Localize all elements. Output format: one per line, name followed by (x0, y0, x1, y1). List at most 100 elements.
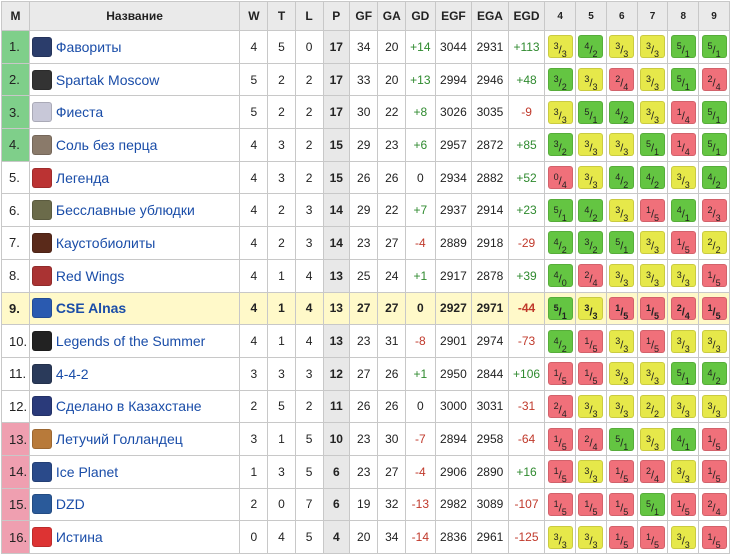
round-result-badge[interactable]: 3/3 (640, 362, 665, 386)
team-cell[interactable]: Летучий Голландец (28, 422, 241, 456)
round-result-badge[interactable]: 4/2 (640, 166, 665, 190)
round-result-badge[interactable]: 3/3 (640, 100, 665, 125)
round-result-badge[interactable]: 3/3 (609, 329, 635, 353)
team-link[interactable]: Летучий Голландец (55, 431, 183, 448)
team-cell[interactable]: 4-4-2 (28, 356, 241, 391)
team-cell[interactable]: Ice Planet (28, 454, 241, 489)
team-cell[interactable]: Фавориты (28, 30, 241, 64)
round-result-badge[interactable]: 2/3 (701, 198, 727, 223)
round-result-badge[interactable]: 1/5 (609, 525, 635, 550)
team-link[interactable]: Истина (55, 529, 103, 546)
round-result-badge[interactable]: 3/3 (640, 427, 665, 451)
round-result-badge[interactable]: 1/5 (547, 427, 573, 451)
round-result-badge[interactable]: 3/2 (547, 133, 573, 157)
round-result-badge[interactable]: 2/2 (701, 231, 727, 255)
team-link[interactable]: Legends of the Summer (55, 333, 206, 350)
round-result-badge[interactable]: 4/2 (547, 329, 573, 353)
round-result-badge[interactable]: 3/3 (609, 198, 635, 223)
round-result-badge[interactable]: 1/5 (547, 460, 573, 484)
round-result-badge[interactable]: 2/4 (640, 460, 665, 484)
round-result-badge[interactable]: 5/1 (701, 35, 727, 59)
round-result-badge[interactable]: 3/3 (670, 166, 696, 190)
round-result-badge[interactable]: 2/4 (578, 264, 604, 288)
round-result-badge[interactable]: 1/5 (701, 264, 727, 288)
round-result-badge[interactable]: 5/1 (547, 296, 573, 321)
round-result-badge[interactable]: 2/4 (609, 68, 635, 92)
round-result-badge[interactable]: 3/3 (640, 231, 665, 255)
round-result-badge[interactable]: 4/2 (609, 166, 635, 190)
col-goals-against[interactable]: GA (377, 1, 407, 31)
round-result-badge[interactable]: 1/5 (701, 525, 727, 550)
round-result-badge[interactable]: 4/2 (578, 198, 604, 223)
team-link[interactable]: 4-4-2 (55, 365, 89, 382)
team-cell[interactable]: Фиеста (28, 95, 241, 130)
col-egf[interactable]: EGF (434, 1, 473, 31)
round-result-badge[interactable]: 5/1 (547, 198, 573, 223)
round-result-badge[interactable]: 1/5 (609, 460, 635, 484)
team-link[interactable]: Red Wings (55, 267, 125, 284)
round-result-badge[interactable]: 3/3 (578, 133, 604, 157)
team-link[interactable]: Каустобиолиты (55, 234, 156, 251)
round-result-badge[interactable]: 1/5 (640, 296, 665, 321)
round-result-badge[interactable]: 3/2 (547, 68, 573, 92)
round-result-badge[interactable]: 3/3 (609, 35, 635, 59)
col-team-name[interactable]: Название (28, 1, 241, 31)
col-position[interactable]: M (1, 1, 30, 31)
round-result-badge[interactable]: 3/3 (670, 460, 696, 484)
round-result-badge[interactable]: 3/3 (578, 68, 604, 92)
round-result-badge[interactable]: 5/1 (578, 100, 604, 125)
round-result-badge[interactable]: 1/5 (670, 492, 696, 517)
round-result-badge[interactable]: 3/3 (578, 394, 604, 419)
round-result-badge[interactable]: 3/3 (578, 525, 604, 550)
round-result-badge[interactable]: 0/4 (547, 166, 573, 190)
team-cell[interactable]: Сделано в Казахстане (28, 389, 241, 424)
col-goal-diff[interactable]: GD (405, 1, 436, 31)
round-result-badge[interactable]: 3/3 (701, 394, 727, 419)
round-result-badge[interactable]: 3/3 (578, 166, 604, 190)
team-cell[interactable]: Red Wings (28, 258, 241, 293)
round-result-badge[interactable]: 1/5 (670, 231, 696, 255)
team-cell[interactable]: Legends of the Summer (28, 324, 241, 358)
round-result-badge[interactable]: 4/2 (701, 166, 727, 190)
team-link[interactable]: DZD (55, 496, 85, 513)
team-link[interactable]: Сделано в Казахстане (55, 398, 202, 415)
team-link[interactable]: Spartak Moscow (55, 71, 160, 88)
round-result-badge[interactable]: 3/3 (609, 133, 635, 157)
round-result-badge[interactable]: 3/3 (670, 264, 696, 288)
round-result-badge[interactable]: 4/0 (547, 264, 573, 288)
round-result-badge[interactable]: 1/5 (640, 198, 665, 223)
round-result-badge[interactable]: 5/1 (670, 35, 696, 59)
col-losses[interactable]: L (294, 1, 324, 31)
round-result-badge[interactable]: 1/5 (640, 525, 665, 550)
team-cell[interactable]: Легенда (28, 160, 241, 195)
round-result-badge[interactable]: 3/3 (670, 329, 696, 353)
round-result-badge[interactable]: 5/1 (670, 68, 696, 92)
team-cell[interactable]: Spartak Moscow (28, 62, 241, 97)
round-result-badge[interactable]: 3/3 (609, 264, 635, 288)
round-result-badge[interactable]: 4/1 (670, 198, 696, 223)
round-result-badge[interactable]: 1/5 (609, 492, 635, 517)
round-result-badge[interactable]: 2/4 (670, 296, 696, 321)
round-result-badge[interactable]: 3/2 (578, 231, 604, 255)
round-result-badge[interactable]: 3/3 (609, 362, 635, 386)
round-result-badge[interactable]: 3/3 (547, 35, 573, 59)
round-result-badge[interactable]: 1/5 (578, 329, 604, 353)
round-result-badge[interactable]: 3/3 (609, 394, 635, 419)
col-ties[interactable]: T (267, 1, 296, 31)
team-link[interactable]: Бесславные ублюдки (55, 202, 195, 219)
team-link[interactable]: Фавориты (55, 38, 122, 55)
round-result-badge[interactable]: 3/3 (547, 525, 573, 550)
team-link[interactable]: Соль без перца (55, 136, 158, 153)
round-result-badge[interactable]: 4/1 (670, 427, 696, 451)
col-egd[interactable]: EGD (507, 1, 546, 31)
col-ega[interactable]: EGA (471, 1, 509, 31)
round-result-badge[interactable]: 5/1 (701, 133, 727, 157)
round-result-badge[interactable]: 1/5 (701, 427, 727, 451)
round-result-badge[interactable]: 1/5 (701, 460, 727, 484)
team-cell[interactable]: Соль без перца (28, 128, 241, 162)
round-result-badge[interactable]: 2/4 (578, 427, 604, 451)
round-result-badge[interactable]: 2/4 (547, 394, 573, 419)
round-result-badge[interactable]: 3/3 (670, 394, 696, 419)
round-result-badge[interactable]: 4/2 (609, 100, 635, 125)
round-result-badge[interactable]: 3/3 (640, 35, 665, 59)
